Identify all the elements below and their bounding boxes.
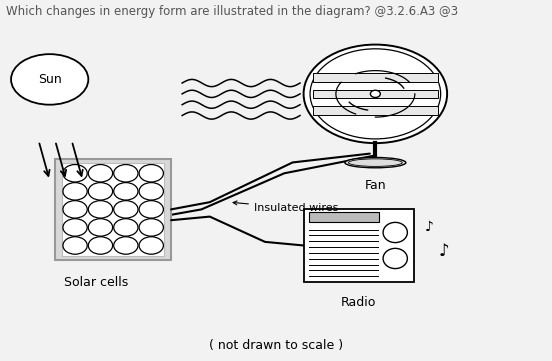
- FancyBboxPatch shape: [312, 106, 438, 114]
- Ellipse shape: [383, 222, 407, 243]
- FancyBboxPatch shape: [312, 73, 438, 82]
- FancyBboxPatch shape: [55, 159, 171, 260]
- FancyBboxPatch shape: [304, 209, 414, 282]
- Text: ( not drawn to scale ): ( not drawn to scale ): [209, 339, 343, 352]
- Ellipse shape: [370, 90, 380, 97]
- FancyBboxPatch shape: [312, 90, 438, 98]
- Ellipse shape: [383, 248, 407, 269]
- Text: Fan: Fan: [364, 179, 386, 192]
- Text: ♪: ♪: [425, 221, 434, 234]
- Text: Solar cells: Solar cells: [63, 276, 128, 289]
- Ellipse shape: [304, 45, 447, 143]
- Text: Radio: Radio: [341, 296, 376, 309]
- Text: ♪: ♪: [439, 242, 449, 260]
- Ellipse shape: [345, 157, 406, 168]
- FancyBboxPatch shape: [309, 212, 379, 222]
- Ellipse shape: [11, 54, 88, 105]
- Text: Insulated wires: Insulated wires: [233, 201, 338, 213]
- Text: Which changes in energy form are illustrated in the diagram? @3.2.6.A3 @3: Which changes in energy form are illustr…: [6, 5, 458, 18]
- Text: Sun: Sun: [38, 73, 62, 86]
- FancyBboxPatch shape: [62, 163, 164, 256]
